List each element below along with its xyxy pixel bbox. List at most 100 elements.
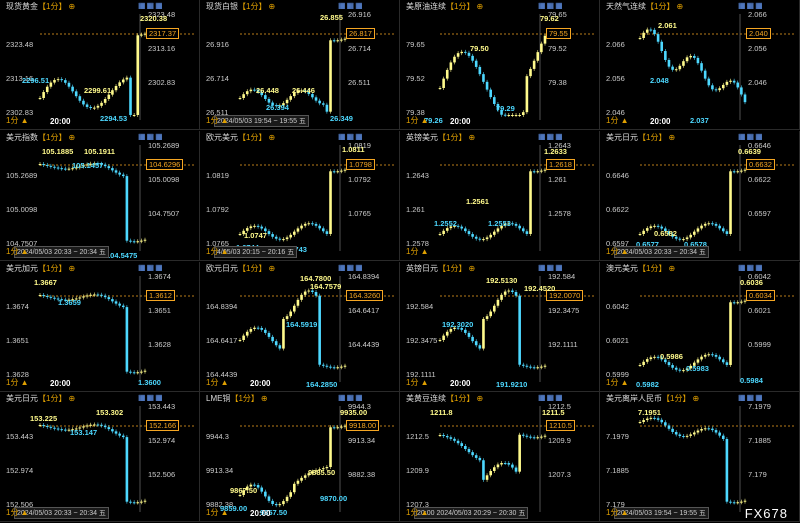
settings-icon[interactable]: ⊕ <box>268 263 276 273</box>
timeframe-tag[interactable]: 【1分】 <box>38 394 67 404</box>
timeframe-footer[interactable]: 1分 ▲ <box>206 508 229 518</box>
panel-title[interactable]: 天然气连续【1分】 ⊕ <box>606 1 683 12</box>
timeframe-footer[interactable]: 1分 ▲ <box>606 508 629 518</box>
panel-title[interactable]: 美元日元【1分】 ⊕ <box>6 393 75 404</box>
timeframe-footer[interactable]: 1分 ▲ <box>6 377 29 387</box>
chart-panel-usdjpy2[interactable]: 美元日元【1分】 ⊕ ▦▦▦ 153.443 152.974 152.506 153.443… <box>0 392 200 523</box>
timeframe-footer[interactable]: 1分 ▲ <box>406 116 429 125</box>
timeframe-footer[interactable]: 1分 ▲ <box>406 246 429 256</box>
settings-icon[interactable]: ⊕ <box>668 132 676 142</box>
panel-title[interactable]: 美原油连续【1分】 ⊕ <box>406 1 483 12</box>
timeframe-footer[interactable]: 1分 ▲ <box>606 246 629 256</box>
timeframe-tag[interactable]: 【1分】 <box>638 132 667 142</box>
timeframe-footer[interactable]: 1分 ▲ <box>606 377 629 387</box>
timeframe-tag[interactable]: 【1分】 <box>38 132 67 142</box>
chart-panel-eurusd[interactable]: 欧元美元【1分】 ⊕ ▦▦▦ 1.0819 1.0792 1.0765 1.0819 1.07… <box>200 130 400 261</box>
chart-panel-eurjpy[interactable]: 欧元日元【1分】 ⊕ ▦▦▦ 164.8394 164.6417 164.4439 164.… <box>200 261 400 392</box>
panel-title[interactable]: 美黄豆连续【1分】 ⊕ <box>406 393 483 404</box>
chart-panel-silver[interactable]: 现货白银【1分】 ⊕ ▦▦▦ 26.916 26.714 26.511 26.916 26.7… <box>200 0 400 130</box>
panel-title[interactable]: 澳元美元【1分】 ⊕ <box>606 263 675 274</box>
timeframe-footer[interactable]: 1分 ▲ <box>206 377 229 387</box>
settings-icon[interactable]: ⊕ <box>68 263 76 273</box>
chart-panel-gbpusd2[interactable]: 美元加元【1分】 ⊕ ▦▦▦ 1.3674 1.3651 1.3628 1.3674 1.36… <box>0 261 200 392</box>
settings-icon[interactable]: ⊕ <box>268 2 276 11</box>
timeframe-tag[interactable]: 【1分】 <box>438 263 467 273</box>
layout-icons[interactable]: ▦▦▦ <box>538 262 564 272</box>
settings-icon[interactable]: ⊕ <box>668 263 676 273</box>
layout-icons[interactable]: ▦▦▦ <box>138 393 164 403</box>
panel-title[interactable]: 欧元美元【1分】 ⊕ <box>206 132 275 143</box>
timeframe-tag[interactable]: 【1分】 <box>662 394 691 404</box>
timeframe-tag[interactable]: 【1分】 <box>446 394 475 404</box>
panel-title[interactable]: LME铜【1分】 ⊕ <box>206 393 268 404</box>
chart-panel-gbpjpy[interactable]: 英镑日元【1分】 ⊕ ▦▦▦ 192.584 192.3475 192.1111 192.5… <box>400 261 600 392</box>
timeframe-footer[interactable]: 1分 ▲ <box>6 508 29 518</box>
panel-title[interactable]: 美元加元【1分】 ⊕ <box>6 263 75 274</box>
settings-icon[interactable]: ⊕ <box>476 394 484 404</box>
timeframe-tag[interactable]: 【1分】 <box>238 2 267 11</box>
settings-icon[interactable]: ⊕ <box>468 263 476 273</box>
timeframe-tag[interactable]: 【1分】 <box>646 2 675 11</box>
layout-icons[interactable]: ▦▦▦ <box>138 262 164 272</box>
layout-icons[interactable]: ▦▦▦ <box>538 393 564 403</box>
timeframe-tag[interactable]: 【1分】 <box>446 2 475 11</box>
candle <box>489 471 492 476</box>
timeframe-tag[interactable]: 【1分】 <box>38 2 67 11</box>
settings-icon[interactable]: ⊕ <box>476 2 484 11</box>
timeframe-tag[interactable]: 【1分】 <box>438 132 467 142</box>
timeframe-tag[interactable]: 【1分】 <box>638 263 667 273</box>
layout-icons[interactable]: ▦▦▦ <box>538 131 564 141</box>
timeframe-tag[interactable]: 【1分】 <box>238 263 267 273</box>
layout-icons[interactable]: ▦▦▦ <box>738 131 764 141</box>
timeframe-footer[interactable]: 1分 ▲ <box>406 377 429 387</box>
chart-panel-natgas[interactable]: 天然气连续【1分】 ⊕ ▦▦▦ 2.066 2.056 2.046 2.066 2.056 2.… <box>600 0 800 130</box>
panel-title[interactable]: 现货白银【1分】 ⊕ <box>206 1 275 12</box>
timeframe-tag[interactable]: 【1分】 <box>230 394 259 404</box>
timeframe-footer[interactable]: 1分 ▲ <box>606 116 629 125</box>
settings-icon[interactable]: ⊕ <box>692 394 700 404</box>
chart-panel-soy[interactable]: 美黄豆连续【1分】 ⊕ ▦▦▦ 1212.5 1209.9 1207.3 1212.5 120… <box>400 392 600 523</box>
chart-panel-usdcnh[interactable]: 美元离岸人民币【1分】 ⊕ ▦▦▦ 7.1979 7.1885 7.179 7.1979 7.… <box>600 392 800 523</box>
timeframe-footer[interactable]: 1分 ▲ <box>206 246 229 256</box>
timeframe-tag[interactable]: 【1分】 <box>38 263 67 273</box>
panel-title[interactable]: 美元日元【1分】 ⊕ <box>606 132 675 143</box>
layout-icons[interactable]: ▦▦▦ <box>538 1 564 10</box>
timeframe-footer[interactable]: 1分 ▲ <box>6 246 29 256</box>
panel-title[interactable]: 英镑美元【1分】 ⊕ <box>406 132 475 143</box>
chart-panel-oil[interactable]: 美原油连续【1分】 ⊕ ▦▦▦ 79.65 79.52 79.38 79.65 79.52 79… <box>400 0 600 130</box>
settings-icon[interactable]: ⊕ <box>468 132 476 142</box>
timeframe-footer[interactable]: 1分 ▲ <box>6 116 29 125</box>
settings-icon[interactable]: ⊕ <box>260 394 268 404</box>
chart-panel-gbpusd[interactable]: 英镑美元【1分】 ⊕ ▦▦▦ 1.2643 1.261 1.2578 1.2643 1.261… <box>400 130 600 261</box>
settings-icon[interactable]: ⊕ <box>68 132 76 142</box>
candle <box>453 327 456 329</box>
settings-icon[interactable]: ⊕ <box>268 132 276 142</box>
layout-icons[interactable]: ▦▦▦ <box>738 393 764 403</box>
panel-title[interactable]: 美元离岸人民币【1分】 ⊕ <box>606 393 699 404</box>
timeframe-footer[interactable]: 1分 ▲ <box>406 508 429 518</box>
chart-panel-dxy[interactable]: 美元指数【1分】 ⊕ ▦▦▦ 105.2689 105.0098 104.7507 105.… <box>0 130 200 261</box>
layout-icons[interactable]: ▦▦▦ <box>338 262 364 272</box>
chart-panel-lme[interactable]: LME铜【1分】 ⊕ ▦▦▦ 9944.3 9913.34 9882.38 9944.3 99… <box>200 392 400 523</box>
layout-icons[interactable]: ▦▦▦ <box>138 131 164 141</box>
layout-icons[interactable]: ▦▦▦ <box>338 131 364 141</box>
settings-icon[interactable]: ⊕ <box>68 394 76 404</box>
panel-title[interactable]: 欧元日元【1分】 ⊕ <box>206 263 275 274</box>
chart-panel-usdjpy[interactable]: 美元日元【1分】 ⊕ ▦▦▦ 0.6646 0.6622 0.6597 0.6646 0.66… <box>600 130 800 261</box>
timeframe-footer[interactable]: 1分 ▲ <box>206 116 229 125</box>
settings-icon[interactable]: ⊕ <box>676 2 684 11</box>
settings-icon[interactable]: ⊕ <box>68 2 76 11</box>
layout-icons[interactable]: ▦▦▦ <box>138 1 164 10</box>
layout-icons[interactable]: ▦▦▦ <box>338 393 364 403</box>
layout-icons[interactable]: ▦▦▦ <box>738 1 764 10</box>
panel-title[interactable]: 美元指数【1分】 ⊕ <box>6 132 75 143</box>
candle <box>143 33 147 35</box>
timeframe-tag[interactable]: 【1分】 <box>238 132 267 142</box>
chart-panel-gold[interactable]: 现货黄金【1分】 ⊕ ▦▦▦ 2323.48 2313.16 2302.83 2323.48… <box>0 0 200 130</box>
panel-title[interactable]: 现货黄金【1分】 ⊕ <box>6 1 75 12</box>
chart-panel-audusd[interactable]: 澳元美元【1分】 ⊕ ▦▦▦ 0.6042 0.6021 0.5999 0.6042 0.60… <box>600 261 800 392</box>
layout-icons[interactable]: ▦▦▦ <box>338 1 364 10</box>
panel-title[interactable]: 英镑日元【1分】 ⊕ <box>406 263 475 274</box>
candle <box>311 471 314 474</box>
layout-icons[interactable]: ▦▦▦ <box>738 262 764 272</box>
